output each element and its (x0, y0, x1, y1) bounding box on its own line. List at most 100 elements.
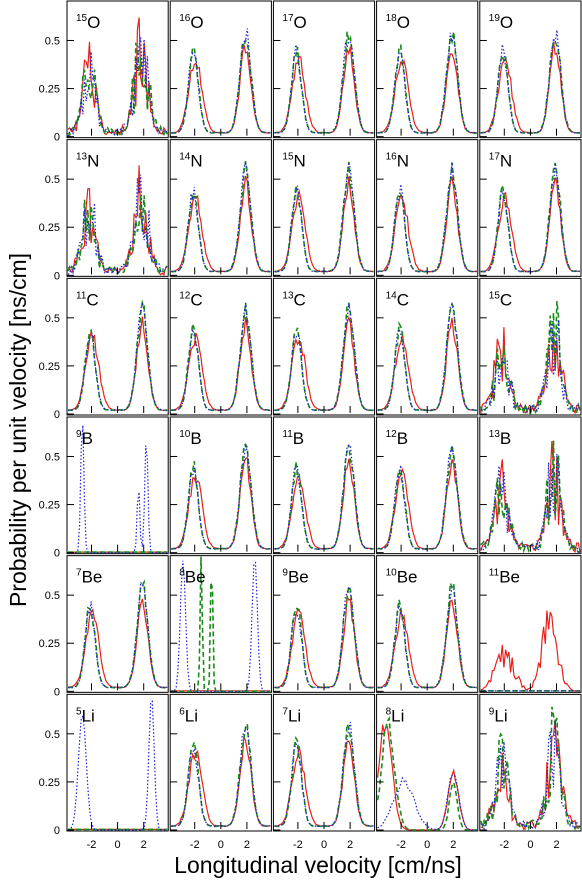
panel-7Li: -2 0 2 7Li (272, 693, 376, 851)
panel-18O: 18O (376, 0, 479, 139)
panel-frame (169, 555, 272, 693)
x-tick-label: -2 (190, 839, 200, 851)
isotope-label: 17N (489, 152, 512, 171)
element-symbol: Li (391, 706, 404, 725)
y-tick-label: 0.25 (39, 361, 60, 373)
element-symbol: B (190, 429, 201, 448)
y-tick-label: 0.5 (45, 313, 60, 325)
isotope-label: 7Li (282, 706, 301, 725)
panel-15N: 15N (272, 139, 376, 277)
isotope-label: 14C (386, 290, 409, 309)
series-line-solid (274, 594, 374, 689)
element-symbol: C (190, 290, 202, 309)
panel-frame (376, 0, 479, 139)
isotope-label: 9Be (282, 568, 308, 587)
series-line-dashed (171, 556, 271, 693)
panel-19O: 19O (479, 0, 582, 139)
mass-number: 15 (489, 290, 501, 301)
x-tick-label: 2 (347, 839, 353, 851)
x-tick-label: -2 (499, 839, 509, 851)
panel-frame (376, 693, 479, 832)
series-line-solid (480, 177, 581, 273)
isotope-label: 15O (76, 13, 100, 32)
series-line-dotted (480, 720, 581, 832)
isotope-label: 10B (179, 429, 201, 448)
panel-frame (479, 139, 582, 277)
y-tick-label: 0 (54, 686, 60, 698)
y-tick-label: 0.25 (39, 500, 60, 512)
series-line-solid (480, 610, 581, 692)
panel-frame (66, 277, 169, 416)
y-tick-label: 0 (54, 132, 60, 144)
series-line-dashed (480, 440, 581, 554)
element-symbol: N (190, 152, 202, 171)
panel-10Be: 10Be (376, 555, 479, 693)
isotope-label: 15N (282, 152, 305, 171)
y-tick-label: 0.5 (45, 35, 60, 47)
mass-number: 6 (179, 706, 185, 717)
panel-7Be: 0 0.25 0.5 7Be (39, 555, 169, 698)
isotope-label: 8Li (386, 706, 405, 725)
panel-frame (66, 139, 169, 277)
panel-frame (376, 416, 479, 555)
panel-10B: 10B (169, 416, 272, 555)
panel-frame (272, 277, 376, 416)
series-line-dashed (377, 31, 477, 135)
element-symbol: Li (185, 706, 198, 725)
isotope-label: 14N (179, 152, 202, 171)
mass-number: 12 (386, 429, 398, 440)
panel-frame (376, 277, 479, 416)
y-axis-label: Probability per unit velocity [ns/cm] (5, 253, 31, 607)
series-line-dashed (171, 161, 271, 273)
series-line-dashed (377, 301, 477, 412)
series-line-dotted (68, 425, 168, 554)
panel-frame (66, 555, 169, 693)
series-line-solid (171, 175, 271, 273)
series-line-dashed (377, 162, 477, 273)
element-symbol: Be (288, 568, 309, 587)
panel-8Be: 8Be (169, 555, 272, 693)
series-line-solid (67, 598, 168, 689)
x-tick-label: 0 (321, 839, 327, 851)
series-line-dotted (377, 586, 477, 689)
isotope-label: 18O (386, 13, 410, 32)
panel-11Be: 11Be (479, 555, 582, 693)
panel-frame (169, 0, 272, 139)
series-line-dashed (377, 580, 477, 689)
isotope-label: 16N (386, 152, 409, 171)
isotope-label: 5Li (76, 706, 95, 725)
x-tick-label: 0 (115, 839, 121, 851)
series-line-solid (377, 599, 477, 689)
element-symbol: O (87, 13, 100, 32)
panel-12B: 12B (376, 416, 479, 555)
y-tick-label: 0.25 (39, 222, 60, 234)
series-line-solid (171, 317, 271, 412)
series-line-solid (480, 440, 581, 554)
mass-number: 17 (282, 13, 294, 24)
series-line-dashed (171, 443, 271, 550)
series-line-dashed (274, 444, 374, 551)
element-symbol: C (294, 290, 306, 309)
mass-number: 10 (386, 568, 398, 579)
panel-frame (479, 277, 582, 416)
mass-number: 11 (76, 290, 87, 301)
mass-number: 9 (76, 429, 82, 440)
series-line-solid (274, 315, 374, 412)
isotope-label: 9Li (489, 706, 508, 725)
panel-frame (66, 416, 169, 555)
mass-number: 11 (282, 429, 293, 440)
mass-number: 7 (282, 706, 288, 717)
isotope-label: 8Be (179, 568, 205, 587)
panel-frame (169, 416, 272, 555)
panel-6Li: -2 0 2 6Li (169, 693, 272, 851)
isotope-label: 12C (179, 290, 202, 309)
element-symbol: B (293, 429, 304, 448)
panel-15O: 0 0.25 0.5 15O (39, 0, 169, 144)
isotope-label: 9B (76, 429, 93, 448)
element-symbol: Li (494, 706, 507, 725)
panel-13C: 13C (272, 277, 376, 416)
mass-number: 15 (76, 13, 88, 24)
series-line-dotted (480, 163, 581, 273)
